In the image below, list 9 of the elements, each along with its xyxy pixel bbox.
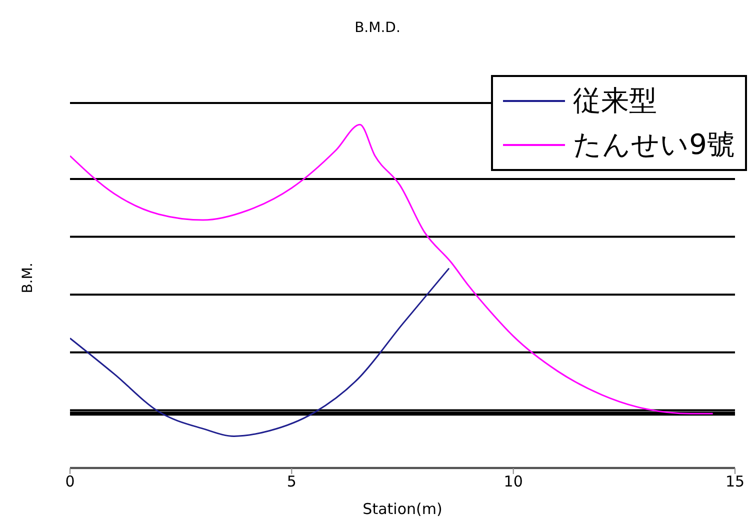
x-axis-title: Station(m) — [362, 500, 444, 518]
x-tick-label: 5 — [286, 472, 296, 491]
y-axis-title: B.M. — [20, 262, 36, 296]
legend-label: 従来型 — [573, 83, 658, 119]
x-tick-label: 10 — [504, 472, 523, 491]
chart-title: B.M.D. — [354, 20, 402, 36]
x-tick-label: 0 — [65, 472, 75, 491]
legend-label: たんせい9號 — [573, 127, 735, 163]
x-tick-label: 15 — [725, 472, 745, 491]
